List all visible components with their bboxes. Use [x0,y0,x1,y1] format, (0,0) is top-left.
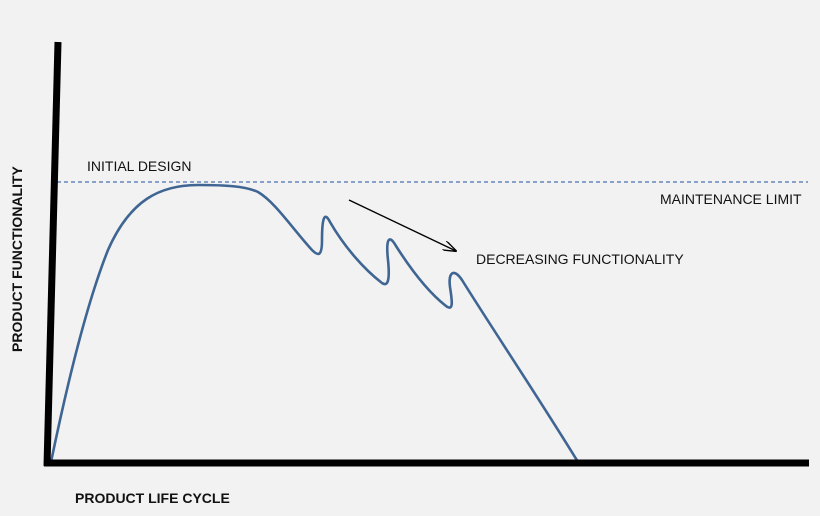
maintenance-limit-label: MAINTENANCE LIMIT [660,191,802,207]
x-axis-label: PRODUCT LIFE CYCLE [75,490,230,506]
initial-design-label: INITIAL DESIGN [87,158,192,174]
y-axis [43,41,62,467]
decreasing-functionality-label: DECREASING FUNCTIONALITY [476,251,684,267]
functionality-curve [49,183,580,464]
decreasing-trend-arrow [348,199,456,251]
y-axis-label: PRODUCT FUNCTIONALITY [9,165,25,352]
